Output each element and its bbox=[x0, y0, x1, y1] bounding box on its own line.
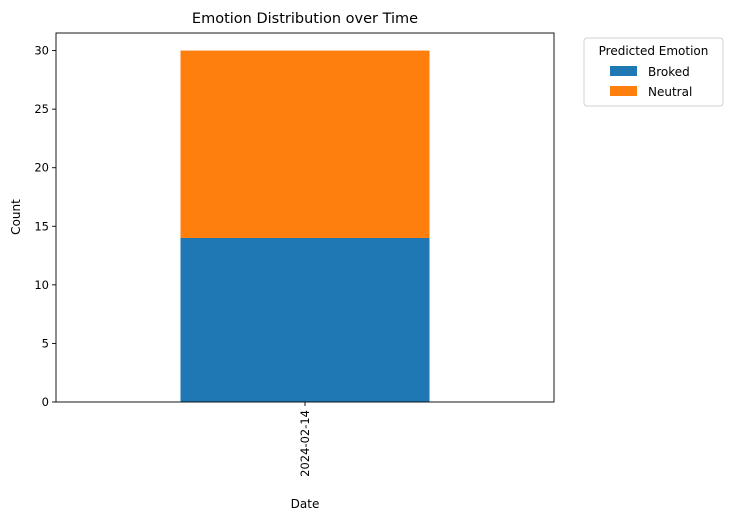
bar-neutral-0 bbox=[180, 50, 430, 239]
y-ticks: 0 5 10 15 20 25 30 bbox=[34, 44, 56, 409]
x-axis-label: Date bbox=[291, 497, 320, 511]
legend-title: Predicted Emotion bbox=[599, 44, 709, 58]
chart-title: Emotion Distribution over Time bbox=[192, 11, 418, 27]
bars bbox=[180, 50, 430, 402]
y-tick-label: 15 bbox=[34, 219, 49, 233]
x-ticks: 2024-02-14 bbox=[298, 402, 312, 477]
y-tick-label: 20 bbox=[34, 161, 49, 175]
y-tick-label: 0 bbox=[42, 395, 49, 409]
y-axis-label: Count bbox=[9, 199, 23, 235]
legend-swatch-neutral bbox=[610, 86, 637, 96]
y-tick-label: 5 bbox=[42, 336, 49, 350]
y-tick-label: 30 bbox=[34, 44, 49, 58]
x-tick-label: 2024-02-14 bbox=[298, 410, 312, 477]
legend-swatch-broked bbox=[610, 66, 637, 76]
y-tick-label: 25 bbox=[34, 102, 49, 116]
legend-items: Broked Neutral bbox=[610, 65, 692, 99]
bar-broked-0 bbox=[180, 238, 430, 402]
legend: Predicted Emotion Broked Neutral bbox=[583, 37, 724, 107]
legend-label: Neutral bbox=[648, 85, 692, 99]
legend-label: Broked bbox=[648, 65, 690, 79]
y-tick-label: 10 bbox=[34, 278, 49, 292]
